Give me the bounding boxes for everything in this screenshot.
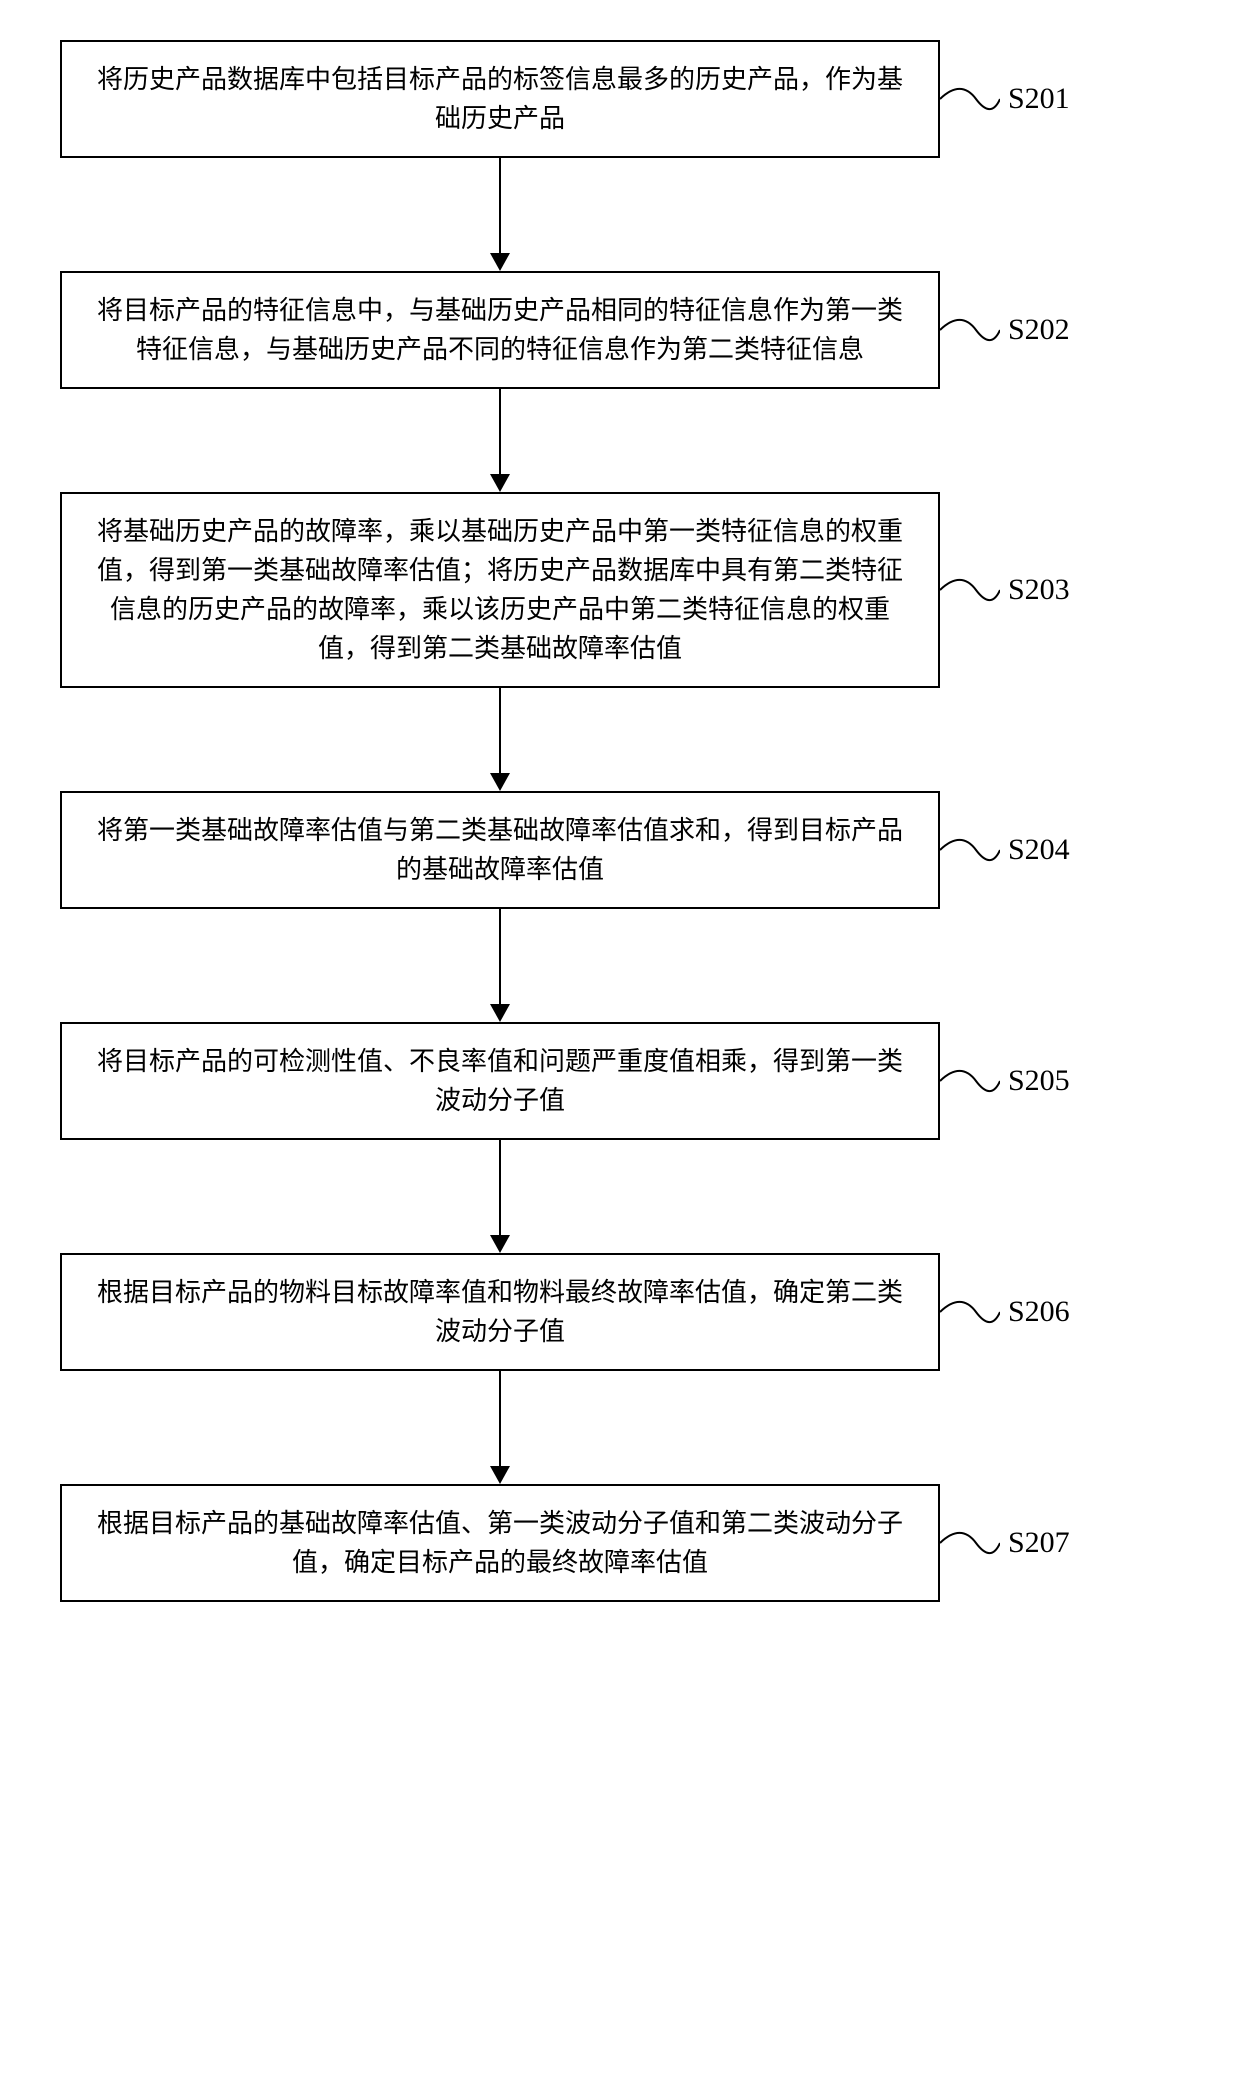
arrow (60, 1140, 940, 1253)
step-row: 根据目标产品的基础故障率估值、第一类波动分子值和第二类波动分子值，确定目标产品的… (60, 1484, 1180, 1602)
connector-area: S201 (940, 78, 1070, 120)
step-box: 将第一类基础故障率估值与第二类基础故障率估值求和，得到目标产品的基础故障率估值 (60, 791, 940, 909)
step-label: S202 (1008, 313, 1070, 347)
step-label: S207 (1008, 1526, 1070, 1560)
step-row: 将基础历史产品的故障率，乘以基础历史产品中第一类特征信息的权重值，得到第一类基础… (60, 492, 1180, 688)
connector-area: S206 (940, 1291, 1070, 1333)
step-box: 根据目标产品的基础故障率估值、第一类波动分子值和第二类波动分子值，确定目标产品的… (60, 1484, 940, 1602)
arrow-line (499, 909, 501, 1004)
step-box: 将目标产品的可检测性值、不良率值和问题严重度值相乘，得到第一类波动分子值 (60, 1022, 940, 1140)
step-box: 根据目标产品的物料目标故障率值和物料最终故障率估值，确定第二类波动分子值 (60, 1253, 940, 1371)
arrow-head-icon (490, 474, 510, 492)
connector-curve (940, 309, 1000, 351)
arrow-line (499, 158, 501, 253)
step-box: 将历史产品数据库中包括目标产品的标签信息最多的历史产品，作为基础历史产品 (60, 40, 940, 158)
step-label: S203 (1008, 573, 1070, 607)
flowchart-container: 将历史产品数据库中包括目标产品的标签信息最多的历史产品，作为基础历史产品 S201… (60, 40, 1180, 1602)
connector-curve (940, 1060, 1000, 1102)
arrow-head-icon (490, 773, 510, 791)
step-label: S206 (1008, 1295, 1070, 1329)
arrow-line (499, 688, 501, 773)
arrow-line (499, 1371, 501, 1466)
arrow-line (499, 389, 501, 474)
arrow-line (499, 1140, 501, 1235)
step-row: 将第一类基础故障率估值与第二类基础故障率估值求和，得到目标产品的基础故障率估值 S… (60, 791, 1180, 909)
arrow-head-icon (490, 1004, 510, 1022)
connector-area: S205 (940, 1060, 1070, 1102)
arrow-head-icon (490, 253, 510, 271)
connector-curve (940, 569, 1000, 611)
step-box: 将目标产品的特征信息中，与基础历史产品相同的特征信息作为第一类特征信息，与基础历… (60, 271, 940, 389)
arrow-head-icon (490, 1235, 510, 1253)
arrow (60, 1371, 940, 1484)
connector-area: S202 (940, 309, 1070, 351)
connector-curve (940, 1291, 1000, 1333)
arrow (60, 158, 940, 271)
step-label: S205 (1008, 1064, 1070, 1098)
step-label: S204 (1008, 833, 1070, 867)
connector-curve (940, 829, 1000, 871)
connector-curve (940, 1522, 1000, 1564)
step-row: 将历史产品数据库中包括目标产品的标签信息最多的历史产品，作为基础历史产品 S201 (60, 40, 1180, 158)
arrow (60, 909, 940, 1022)
step-box: 将基础历史产品的故障率，乘以基础历史产品中第一类特征信息的权重值，得到第一类基础… (60, 492, 940, 688)
connector-area: S204 (940, 829, 1070, 871)
arrow-head-icon (490, 1466, 510, 1484)
step-row: 将目标产品的可检测性值、不良率值和问题严重度值相乘，得到第一类波动分子值 S205 (60, 1022, 1180, 1140)
step-row: 将目标产品的特征信息中，与基础历史产品相同的特征信息作为第一类特征信息，与基础历… (60, 271, 1180, 389)
step-label: S201 (1008, 82, 1070, 116)
connector-curve (940, 78, 1000, 120)
connector-area: S207 (940, 1522, 1070, 1564)
arrow (60, 389, 940, 492)
arrow (60, 688, 940, 791)
step-row: 根据目标产品的物料目标故障率值和物料最终故障率估值，确定第二类波动分子值 S206 (60, 1253, 1180, 1371)
connector-area: S203 (940, 569, 1070, 611)
